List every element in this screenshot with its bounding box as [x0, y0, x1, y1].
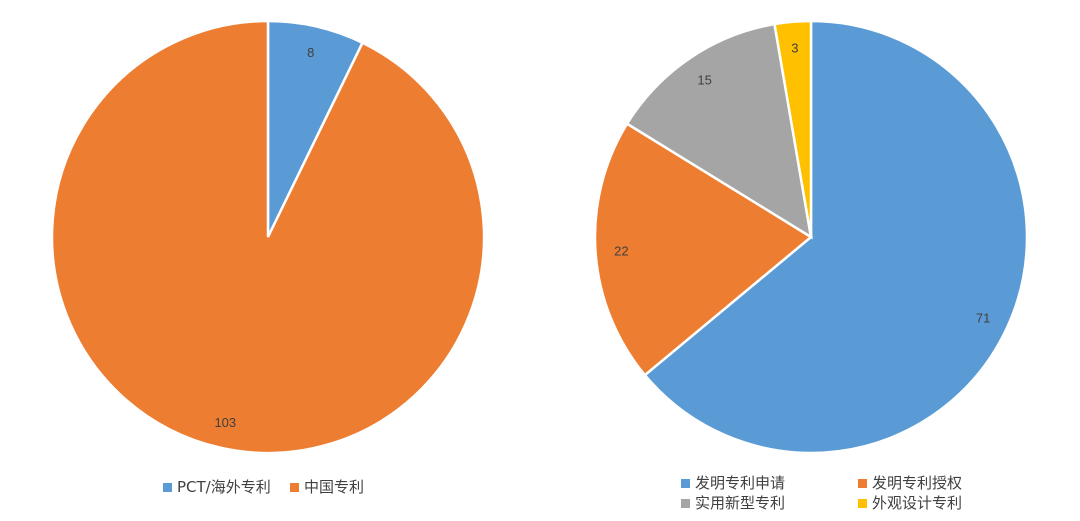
legend-2-swatch-3: [858, 499, 867, 508]
legend-1-swatch-1: [290, 483, 299, 492]
legend-2-label-3: 外观设计专利: [872, 494, 962, 512]
pie-2-data-label-3: 3: [791, 41, 798, 56]
legend-2-swatch-0: [681, 479, 690, 488]
legend-2-label-2: 实用新型专利: [695, 494, 785, 512]
legend-patent-origin: PCT/海外专利 中国专利: [163, 478, 364, 496]
pie-2-data-label-0: 71: [976, 311, 990, 326]
legend-2-label-1: 发明专利授权: [872, 474, 962, 492]
pie-2-slice-3: [773, 19, 813, 238]
pie-chart-patent-origin: 8 103: [50, 19, 486, 455]
legend-2-label-0: 发明专利申请: [695, 474, 785, 492]
pie-2-data-label-2: 15: [697, 73, 711, 88]
legend-1-label-1: 中国专利: [304, 478, 364, 496]
legend-1-label-0: PCT/海外专利: [177, 478, 271, 496]
legend-2-swatch-1: [858, 479, 867, 488]
pie-2-slice-1: [593, 122, 814, 377]
pie-2-data-label-1: 22: [614, 243, 628, 258]
legend-2-swatch-2: [681, 499, 690, 508]
pie-2-slice-2: [625, 22, 813, 240]
pie-2-slice-0: [643, 19, 1029, 455]
pie-1-data-label-1: 103: [214, 415, 236, 430]
pie-chart-patent-type: 71 22 15 3: [593, 19, 1029, 455]
legend-1-swatch-0: [163, 483, 172, 492]
pie-1-data-label-0: 8: [307, 45, 314, 60]
pie-1-slice-1: [50, 19, 486, 455]
